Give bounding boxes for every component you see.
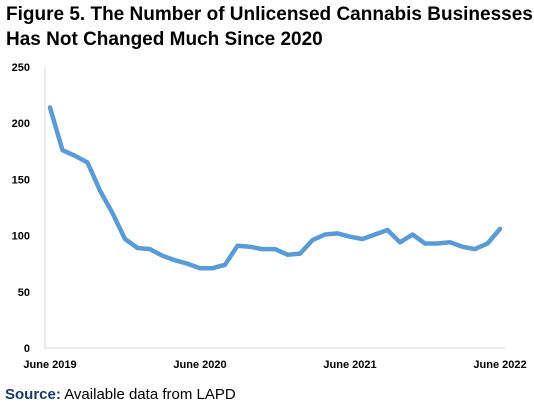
data-point	[98, 188, 102, 192]
data-point	[423, 241, 427, 245]
source-note: Source: Available data from LAPD	[5, 386, 236, 403]
y-tick-label: 100	[12, 231, 30, 243]
data-point	[73, 154, 77, 158]
data-point	[123, 237, 127, 241]
data-point	[248, 245, 252, 249]
data-point	[210, 266, 214, 270]
data-point	[460, 245, 464, 249]
x-tick-label: June 2022	[473, 359, 526, 371]
data-point	[110, 211, 114, 215]
series-line	[47, 105, 503, 271]
data-point	[198, 266, 202, 270]
chart-title-line-2: Has Not Changed Much Since 2020	[6, 29, 323, 50]
data-point	[173, 258, 177, 262]
y-axis: 0 50 100 150 200 250	[12, 62, 46, 355]
data-point	[435, 241, 439, 245]
data-point	[385, 228, 389, 232]
data-point	[48, 105, 52, 109]
data-point	[398, 240, 402, 244]
data-point	[348, 235, 352, 239]
x-tick-label: June 2019	[23, 359, 76, 371]
x-tick-label: June 2021	[323, 359, 376, 371]
data-point	[310, 238, 314, 242]
data-point	[260, 247, 264, 251]
data-point	[373, 232, 377, 236]
data-point	[448, 240, 452, 244]
data-point	[298, 251, 302, 255]
data-point	[185, 262, 189, 266]
chart-title-line-1: Figure 5. The Number of Unlicensed Canna…	[6, 4, 533, 25]
source-text: Available data from LAPD	[60, 386, 236, 403]
data-point	[60, 148, 64, 152]
x-tick-label: June 2020	[173, 359, 226, 371]
x-axis: June 2019 June 2020 June 2021 June 2022	[23, 347, 527, 371]
y-tick-label: 200	[12, 118, 30, 130]
source-label: Source:	[5, 386, 61, 403]
y-tick-label: 150	[12, 174, 30, 186]
chart-title: Figure 5. The Number of Unlicensed Canna…	[6, 2, 534, 52]
data-point	[85, 160, 89, 164]
data-point	[335, 231, 339, 235]
data-point	[410, 232, 414, 236]
data-point	[135, 246, 139, 250]
data-point	[498, 227, 502, 231]
data-point	[485, 241, 489, 245]
series-group	[47, 105, 503, 271]
data-point	[323, 232, 327, 236]
data-point	[160, 254, 164, 258]
y-tick-label: 50	[18, 287, 30, 299]
data-point	[473, 247, 477, 251]
data-point	[148, 247, 152, 251]
data-point	[235, 244, 239, 248]
y-tick-label: 0	[24, 343, 30, 355]
y-tick-label: 250	[12, 62, 30, 74]
data-point	[360, 237, 364, 241]
data-point	[285, 253, 289, 257]
data-point	[223, 263, 227, 267]
data-point	[273, 247, 277, 251]
